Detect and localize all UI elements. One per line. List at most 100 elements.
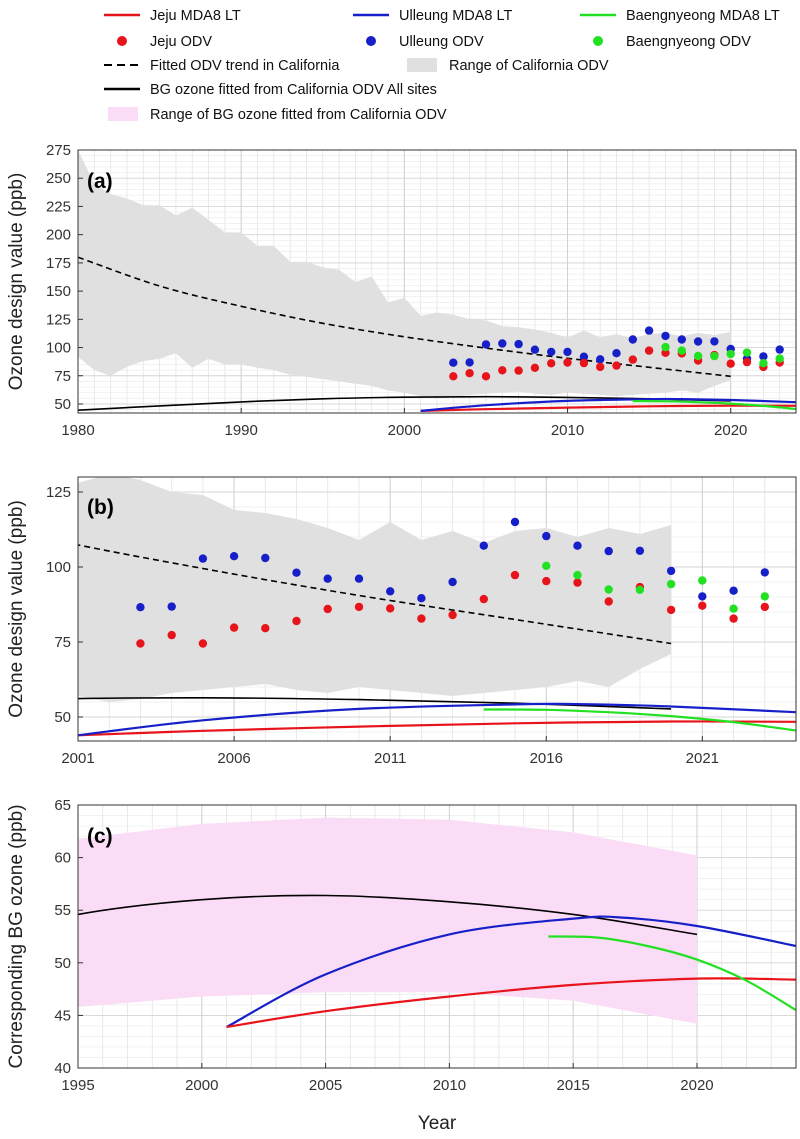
x-tick-label: 1980 (61, 422, 94, 439)
legend-entry-ca_trend: Fitted ODV trend in California (104, 58, 340, 74)
y-tick-label: 75 (54, 634, 71, 651)
panel-c-x-ticks: 1995 2000 2005 2010 2015 2020 (61, 1063, 714, 1094)
legend-label: Jeju MDA8 LT (150, 8, 241, 24)
legend-entry-bg: BG ozone fitted from California ODV All … (104, 82, 437, 98)
y-tick-label: 40 (54, 1060, 71, 1077)
ulleung-odv-point (596, 355, 605, 364)
jeju-odv-point (261, 624, 270, 633)
baengnyeong-odv-point (542, 561, 551, 570)
panel-a-y-ticks: 50 75 100 125 150 175 200 225 250 275 (46, 142, 83, 413)
ulleung-odv-point (448, 577, 457, 587)
jeju-odv-point (760, 602, 769, 612)
ulleung-odv-point (198, 554, 208, 563)
x-tick-label: 2010 (433, 1077, 466, 1094)
y-tick-label: 125 (46, 484, 71, 501)
baengnyeong-odv-point (742, 348, 752, 357)
legend-swatch-dot (366, 36, 376, 46)
x-tick-label: 2006 (217, 750, 250, 767)
legend-entry-ulleung_lt: Ulleung MDA8 LT (353, 8, 513, 24)
jeju-odv-point (698, 601, 707, 610)
panel-c: 1995 2000 2005 2010 2015 2020 40 45 50 55 60 65 (c… (6, 797, 797, 1094)
baengnyeong-odv-point (760, 592, 769, 601)
y-tick-label: 75 (54, 368, 71, 385)
legend-entry-jeju_odv: Jeju ODV (117, 34, 212, 50)
jeju-odv-point (612, 361, 621, 370)
jeju-odv-point (628, 355, 637, 364)
y-tick-label: 125 (46, 311, 71, 328)
panel-b-label: (b) (87, 496, 114, 519)
legend-swatch-dot (117, 36, 127, 46)
jeju-odv-point (465, 369, 474, 378)
ulleung-odv-point (760, 568, 769, 577)
legend-label: Range of BG ozone fitted from California… (150, 107, 447, 123)
ulleung-odv-point (542, 531, 551, 541)
baengnyeong-odv-point (710, 351, 719, 361)
legend-swatch-dot (593, 36, 603, 46)
legend-label: Range of California ODV (449, 58, 609, 74)
legend-entry-baeng_odv: Baengnyeong ODV (593, 34, 751, 50)
jeju-lt-line (78, 720, 796, 737)
baengnyeong-lt-line (548, 935, 796, 1012)
baengnyeong-odv-point (693, 351, 703, 361)
baengnyeong-odv-point (759, 359, 768, 368)
jeju-odv-point (542, 576, 551, 586)
legend-label: Ulleung ODV (399, 34, 484, 50)
jeju-odv-point (514, 366, 523, 375)
panel-b-data (78, 477, 796, 737)
baengnyeong-lt-line (483, 708, 796, 732)
legend-label: Jeju ODV (150, 34, 212, 50)
panel-c-y-ticks: 40 45 50 55 60 65 (54, 797, 83, 1077)
ulleung-odv-point (661, 331, 670, 341)
legend-entry-baeng_lt: Baengnyeong MDA8 LT (580, 8, 780, 24)
legend: Jeju MDA8 LT Ulleung MDA8 LT Baengnyeong M… (104, 8, 780, 123)
baengnyeong-odv-point (775, 354, 784, 363)
ulleung-odv-point (386, 587, 395, 596)
ulleung-odv-point (547, 347, 556, 357)
ulleung-odv-point (417, 594, 426, 603)
jeju-odv-point (448, 610, 457, 620)
jeju-lt-line (226, 977, 796, 1029)
ulleung-odv-point (775, 345, 784, 354)
legend-entry-bg_range: Range of BG ozone fitted from California… (108, 107, 447, 123)
jeju-lt-line (420, 404, 796, 412)
jeju-odv-point (229, 623, 239, 632)
jeju-odv-point (666, 605, 676, 615)
x-tick-label: 2020 (714, 422, 747, 439)
california-odv-trend-line (78, 256, 731, 378)
y-tick-label: 65 (54, 797, 71, 814)
legend-label: BG ozone fitted from California ODV All … (150, 82, 437, 98)
jeju-odv-point (573, 578, 582, 587)
jeju-odv-point (729, 614, 738, 623)
jeju-odv-point (726, 359, 735, 368)
jeju-odv-point (386, 604, 395, 613)
ulleung-odv-point (644, 326, 654, 335)
baengnyeong-odv-point (604, 585, 613, 594)
legend-label: Fitted ODV trend in California (150, 58, 340, 74)
jeju-odv-point (579, 358, 589, 368)
y-tick-label: 150 (46, 283, 71, 300)
panel-a-label: (a) (87, 170, 113, 193)
jeju-odv-point (742, 357, 752, 367)
ulleung-odv-point (167, 602, 176, 611)
x-tick-label: 1995 (61, 1077, 94, 1094)
baengnyeong-odv-point (677, 346, 686, 355)
x-tick-label: 2010 (551, 422, 584, 439)
x-tick-label: 2020 (680, 1077, 713, 1094)
x-tick-label: 2011 (374, 750, 406, 767)
panel-a-y-axis-label: Ozone design value (ppb) (6, 173, 27, 391)
ulleung-odv-point (354, 574, 364, 583)
baengnyeong-odv-point (573, 570, 582, 580)
ulleung-odv-point (510, 517, 520, 527)
legend-label: Baengnyeong MDA8 LT (626, 8, 780, 24)
ulleung-odv-point (481, 340, 491, 349)
y-tick-label: 50 (54, 396, 71, 413)
y-tick-label: 200 (46, 227, 71, 244)
bg-ozone-range-band (78, 817, 697, 1024)
y-tick-label: 175 (46, 255, 71, 272)
panel-a: 1980 1990 2000 2010 2020 50 75 100 125 150 175 200… (6, 142, 797, 439)
baengnyeong-lt-line (632, 400, 796, 411)
jeju-odv-point (604, 597, 613, 606)
panel-c-plot-area (77, 804, 797, 1069)
panel-a-plot-area (77, 149, 797, 414)
legend-entry-jeju_lt: Jeju MDA8 LT (104, 8, 241, 24)
